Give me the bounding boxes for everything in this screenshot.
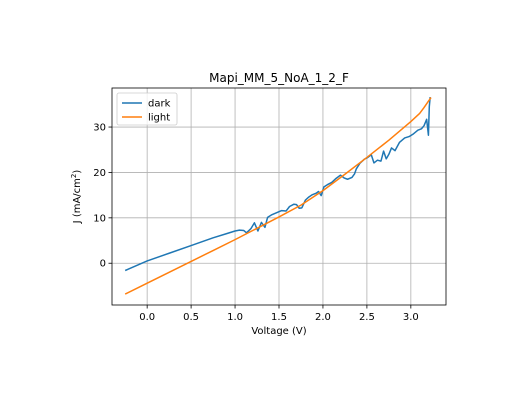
y-axis-label-end: )	[72, 170, 83, 174]
y-tick-label: 10	[93, 213, 106, 224]
chart-title: Mapi_MM_5_NoA_1_2_F	[209, 71, 349, 85]
x-tick-label: 1.0	[227, 312, 243, 323]
legend-label-dark: dark	[148, 99, 171, 110]
x-tick-label: 3.0	[403, 312, 419, 323]
x-tick-label: 0.0	[139, 312, 155, 323]
legend-label-light: light	[148, 113, 170, 124]
x-tick-label: 0.5	[183, 312, 199, 323]
y-tick-label: 0	[100, 259, 106, 270]
x-tick-label: 1.5	[271, 312, 287, 323]
y-tick-label: 30	[93, 123, 106, 134]
x-axis-label: Voltage (V)	[251, 326, 306, 337]
x-tick-label: 2.5	[359, 312, 375, 323]
y-axis-label-main: J (mA/cm	[72, 178, 83, 224]
legend: dark light	[117, 93, 177, 125]
y-tick-label: 20	[93, 168, 106, 179]
x-tick-label: 2.0	[315, 312, 331, 323]
